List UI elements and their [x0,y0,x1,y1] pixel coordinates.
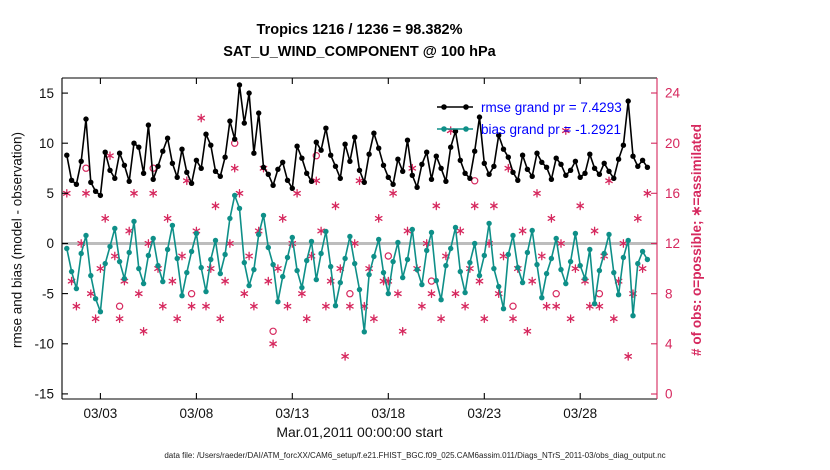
legend-item-rmse: rmse grand pr = 7.4293 [436,96,622,118]
legend-sample-rmse [437,104,473,110]
right-axis-tick-label: 4 [665,337,673,352]
right-axis-tick-label: 0 [665,387,673,402]
right-axis-tick-label: 20 [665,136,680,151]
bias-series [64,192,651,335]
x-axis-tick-label: 03/18 [371,406,405,421]
left-axis-tick-label: -10 [34,337,54,352]
legend-sample-bias [437,126,473,132]
x-axis-tick-label: 03/28 [563,406,597,421]
right-axis-label: # of obs: o=possible; ∗=assimilated [689,124,704,356]
legend-label-bias: bias grand pr = -1.2921 [481,121,621,137]
chart-subtitle: SAT_U_WIND_COMPONENT @ 100 hPa [223,44,496,60]
x-axis-label: Mar.01,2011 00:00:00 start [276,424,443,440]
left-axis-tick-label: 10 [39,136,54,151]
right-axis-tick-label: 16 [665,186,680,201]
legend-item-bias: bias grand pr = -1.2921 [436,118,622,140]
legend-label-rmse: rmse grand pr = 7.4293 [481,99,622,115]
legend: rmse grand pr = 7.4293 bias grand pr = -… [436,96,622,140]
left-axis-tick-label: -5 [42,286,54,301]
axes: -15 -10 -5 0 5 10 15 0 4 8 12 16 20 24 03/03 03/08 03/13… [34,77,681,421]
chart-title: Tropics 1216 / 1236 = 98.382% [256,22,463,38]
x-axis-tick-label: 03/13 [275,406,309,421]
right-axis-tick-label: 12 [665,236,680,251]
data-file-path: data file: /Users/raeder/DAI/ATM_forcXX/… [164,451,666,460]
right-axis-tick-label: 8 [665,286,673,301]
left-axis-label: rmse and bias (model - observation) [9,131,25,349]
left-axis-tick-label: -15 [34,387,54,402]
left-axis-tick-label: 5 [46,186,54,201]
x-axis-tick-label: 03/23 [467,406,501,421]
x-axis-tick-label: 03/08 [180,406,214,421]
x-axis-tick-label: 03/03 [84,406,118,421]
rmse-series [64,82,651,199]
left-axis-tick-label: 15 [39,86,54,101]
left-axis-tick-label: 0 [46,236,54,251]
right-axis-tick-label: 24 [665,86,681,101]
